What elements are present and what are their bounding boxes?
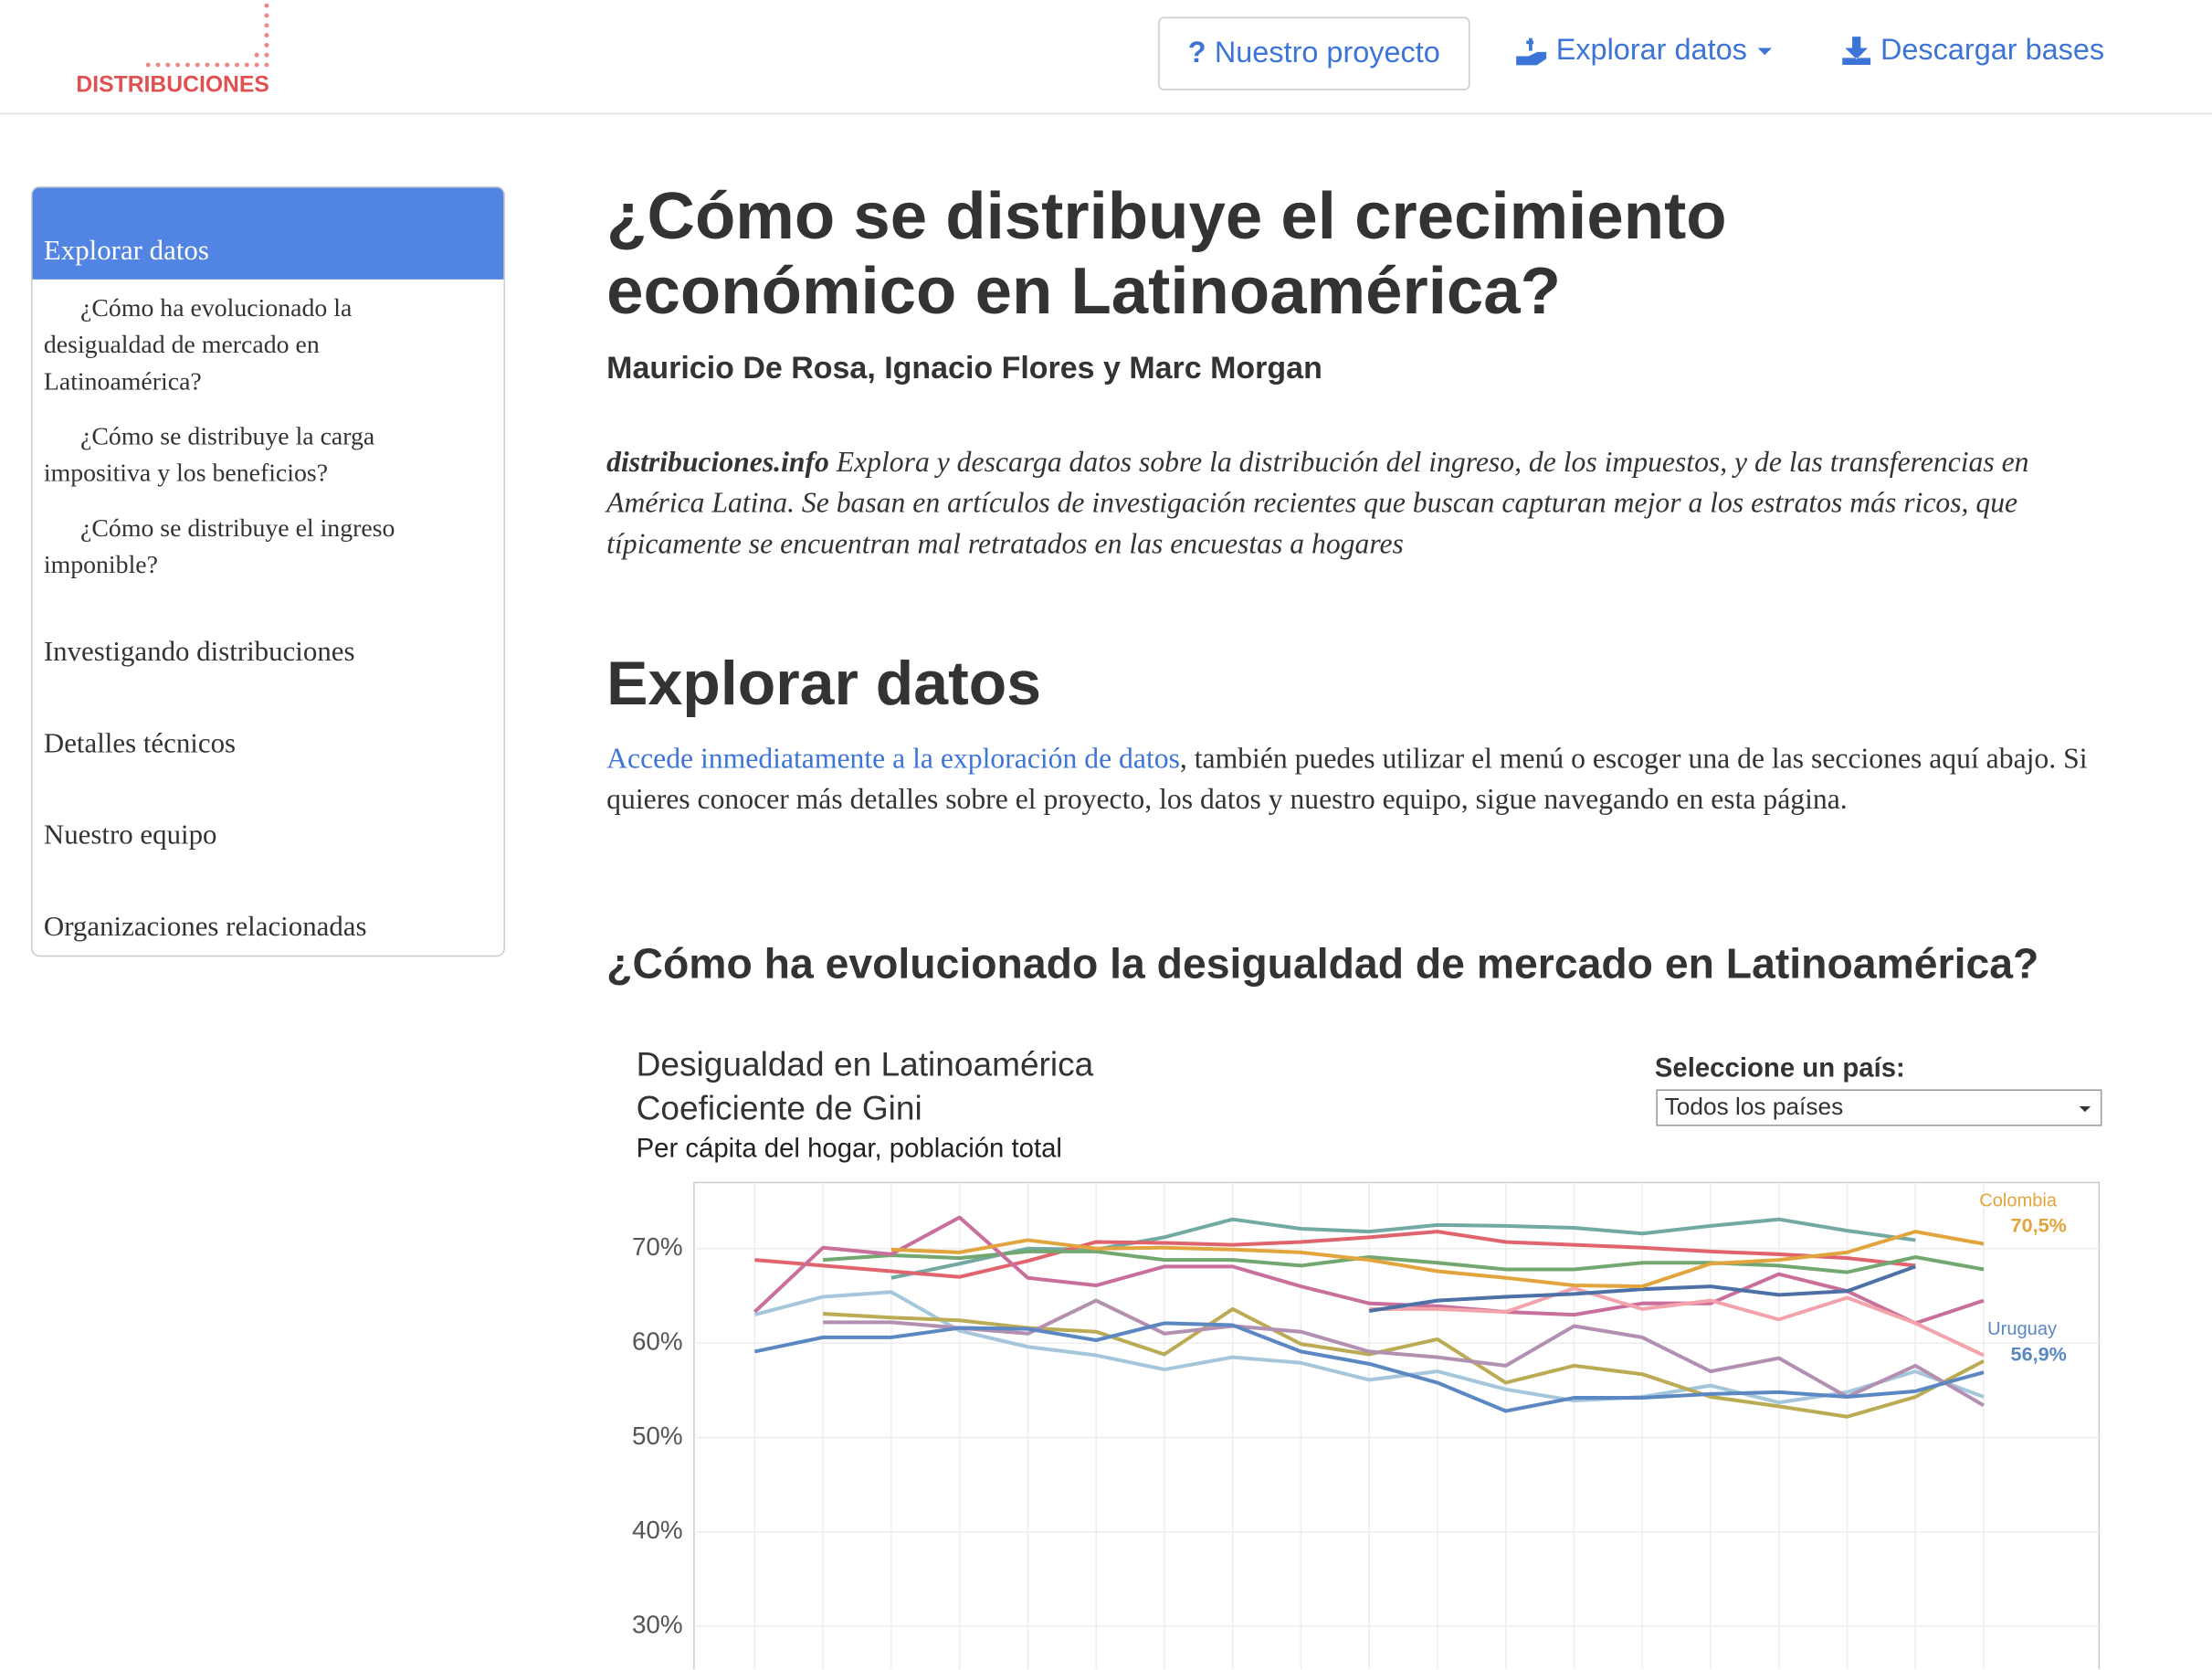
sidebar-active[interactable]	[32, 187, 504, 280]
series-line	[890, 1217, 1916, 1280]
y-tick-label: 30%	[632, 1611, 683, 1639]
title-line: ¿Cómo se distribuye el crecimiento	[606, 177, 1727, 253]
y-tick-label: 70%	[632, 1232, 683, 1261]
series-line	[1369, 1286, 1985, 1358]
sidebar-item[interactable]: Organizaciones relacionadas	[43, 911, 367, 943]
series-line	[823, 1298, 1986, 1408]
header	[0, 0, 2212, 115]
nav-label: Nuestro proyecto	[1214, 37, 1440, 69]
sidebar: Explorar datos ¿Cómo ha evolucionado la …	[30, 185, 505, 957]
series-line	[753, 1290, 1985, 1405]
caret	[1758, 48, 1773, 56]
page-title: ¿Cómo se distribuye el crecimiento econó…	[606, 178, 1726, 328]
nav-link[interactable]: Descargar bases	[1841, 34, 2104, 68]
section-title: Explorar datos	[606, 649, 1042, 719]
title-line: económico en Latinoamérica?	[606, 252, 1562, 328]
intro-text: Explora y descarga datos sobre la distri…	[606, 447, 2029, 561]
section-text: Accede inmediatamente a la exploración d…	[606, 739, 2130, 821]
nav-dropdown[interactable]: Explorar datos	[1513, 34, 1775, 68]
series-name: Uruguay	[1987, 1319, 2057, 1339]
series-line	[753, 1321, 1985, 1413]
value-label: 70,5%	[2011, 1214, 2067, 1237]
chart-subtitle: Per cápita del hogar, población total	[637, 1134, 1062, 1164]
series-line	[754, 1230, 1916, 1279]
nav-label: Descargar bases	[1880, 34, 2105, 67]
subsection-title: ¿Cómo ha evolucionado la desigualdad de …	[606, 941, 2039, 988]
site-name: distribuciones.info	[606, 447, 829, 479]
chart-title: Coeficiente de Gini	[637, 1088, 922, 1126]
sidebar-item[interactable]: Investigando distribuciones	[43, 636, 355, 668]
sidebar-subitem[interactable]: ¿Cómo se distribuye la carga impositiva …	[43, 421, 375, 487]
icon	[1842, 37, 1871, 66]
intro: distribuciones.info Explora y descarga d…	[606, 443, 2130, 565]
chart-title: Desigualdad en Latinoamérica	[637, 1045, 1094, 1083]
y-tick-label: 60%	[632, 1326, 683, 1355]
series-line	[1368, 1264, 1916, 1313]
y-tick-label: 50%	[632, 1422, 683, 1450]
series-line	[890, 1230, 1985, 1289]
series-line	[823, 1306, 1985, 1419]
select-caret	[2079, 1105, 2091, 1113]
logo[interactable]: DISTRIBUCIONES	[76, 73, 269, 98]
series-line	[822, 1249, 1985, 1274]
nav-label: Explorar datos	[1555, 34, 1747, 67]
logo-dots	[145, 3, 269, 68]
sidebar-active-label[interactable]: Explorar datos	[43, 235, 209, 267]
value-label: 56,9%	[2011, 1342, 2067, 1365]
sidebar-subitem[interactable]: ¿Cómo se distribuye el ingreso imponible…	[43, 513, 395, 579]
y-tick-label: 40%	[632, 1516, 683, 1544]
select-value: Todos los países	[1664, 1094, 1844, 1121]
icon: ?	[1187, 37, 1206, 69]
section-body: , también puedes utilizar el menú o esco…	[606, 744, 2088, 816]
sidebar-item[interactable]: Nuestro equipo	[43, 819, 217, 851]
link[interactable]: Accede inmediatamente a la exploración d…	[606, 744, 1180, 775]
authors: Mauricio De Rosa, Ignacio Flores y Marc …	[606, 350, 1322, 386]
series-name: Colombia	[1979, 1191, 2058, 1211]
nav-button[interactable]: ? Nuestro proyecto	[1158, 16, 1470, 90]
series-line	[753, 1215, 1985, 1326]
icon	[1516, 37, 1547, 66]
sidebar-subitem[interactable]: ¿Cómo ha evolucionado la desigualdad de …	[43, 293, 353, 396]
country-select[interactable]: Todos los países	[1656, 1089, 2102, 1126]
plot-frame	[693, 1181, 2101, 1670]
selector-label: Seleccione un país:	[1654, 1053, 1905, 1084]
sidebar-item[interactable]: Detalles técnicos	[43, 728, 237, 759]
